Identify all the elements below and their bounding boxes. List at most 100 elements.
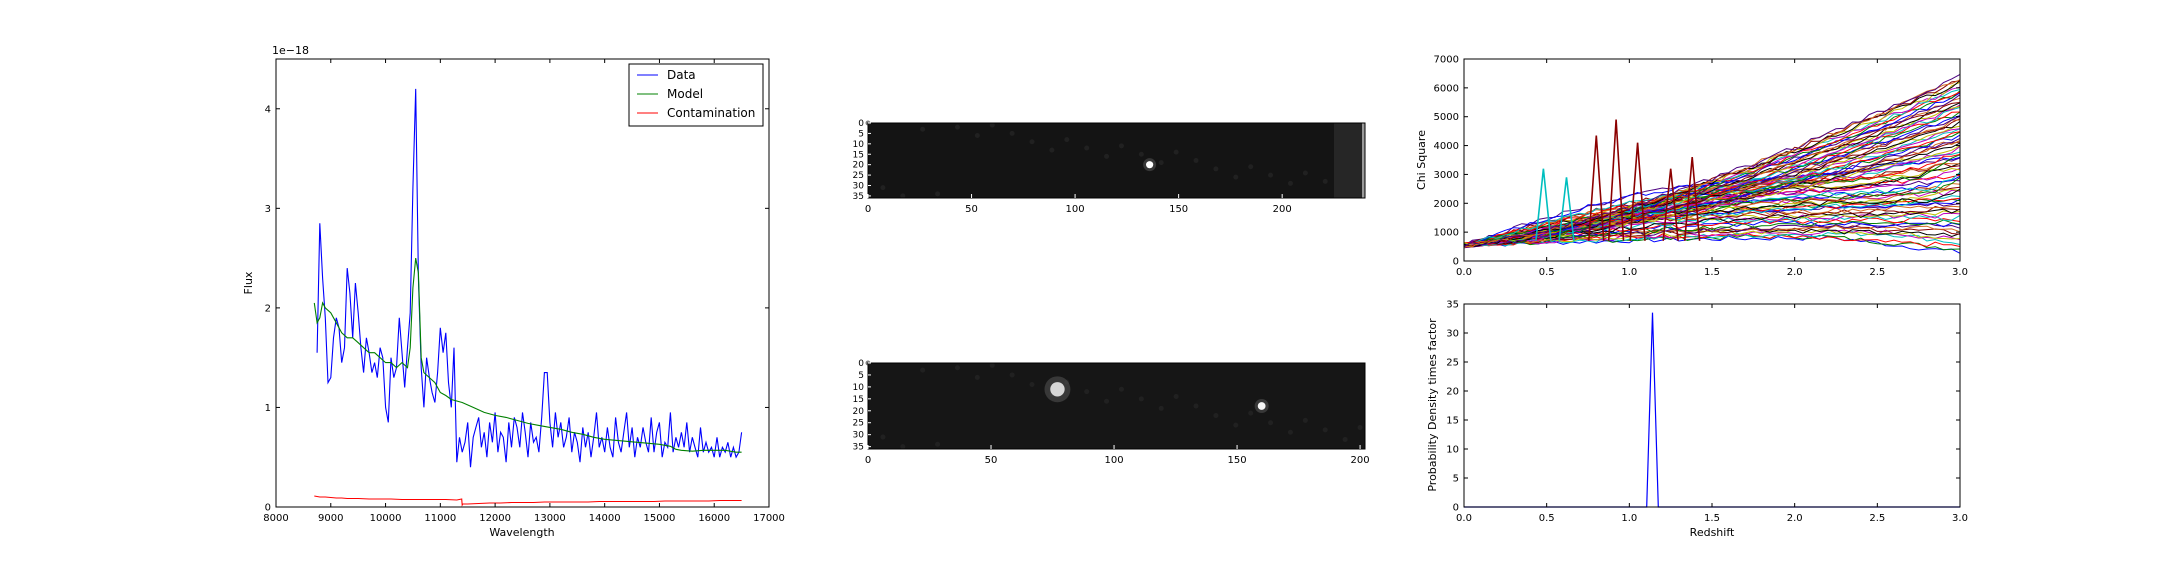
redshift-pdf-y-tick-label: 25 [1446,358,1459,369]
image-2-features [865,360,1363,450]
image-2-noise-blob [1342,436,1348,442]
image-2-noise-blob [1302,417,1308,423]
image-1-noise-blob [1158,160,1164,166]
image-1-noise-blob [1173,149,1179,155]
image-2-y-tick-label: 20 [853,407,865,417]
chi-square-series-line [1463,231,1961,247]
image-2-noise-blob [1322,427,1328,433]
chi-square-y-tick-label: 3000 [1434,170,1459,181]
spectrum-y-label: Flux [242,271,255,294]
image-1-noise-blob [935,191,941,197]
image-1-noise-blob [974,133,980,138]
image-2-source [1257,402,1266,410]
spectrum-legend: Data Model Contamination [628,63,764,127]
image-1-noise-blob [1084,145,1090,151]
spectrum-x-tick-label: 12000 [479,513,511,524]
image-2-noise-blob [1158,405,1164,411]
spectrum-y-tick-label: 2 [265,303,271,314]
image-2-noise-blob [900,444,906,450]
image-1-x-ticks: 0 50 100 150 200 [865,194,1292,215]
image-1-noise-blob [1268,172,1274,178]
image-2-noise-blob [1009,372,1015,378]
image-1-y-tick-label: 20 [853,161,865,171]
image-2-noise-blob [935,441,941,447]
image-2-frame [867,362,1366,450]
model-series-line [313,258,742,453]
chi-square-x-ticks: 0.0 0.5 1.0 1.5 2.0 2.5 3.0 [1456,59,1968,278]
image-1-x-tick-label: 50 [965,204,978,215]
image-1-noise-blob [1009,130,1015,136]
image-2-y-tick-label: 25 [853,419,864,429]
image-2-noise-blob [1287,429,1293,435]
spectrum-x-tick-label: 8000 [263,513,288,524]
image-1-noise-blob [1118,143,1124,149]
spectrum-x-tick-label: 17000 [753,513,785,524]
chi-square-peak-line [1588,135,1605,241]
image-1-noise-blob [1213,166,1219,172]
image-1-y-tick-label: 15 [853,150,864,160]
chi-square-y-tick-label: 2000 [1434,199,1459,210]
spectrum-offset-label: 1e−18 [272,44,309,57]
image-1-y-tick-label: 0 [858,119,864,129]
chi-square-series-line [1463,128,1961,248]
image-1-noise-blob [1049,147,1055,153]
spectrum-x-tick-label: 15000 [644,513,676,524]
image-2-noise-blob [880,434,886,440]
image-1-noise-blob [1064,137,1070,143]
image-1-edge-band [1333,123,1365,198]
chi-square-x-tick-label: 2.5 [1869,267,1885,278]
chi-square-peak-line [1607,119,1625,241]
spectrum-x-tick-label: 14000 [589,513,621,524]
chi-square-peak-line [1535,168,1552,241]
chi-square-peak-line [1683,157,1701,241]
chi-square-panel: 0.0 0.5 1.0 1.5 2.0 2.5 3.0 0 1000 2000 3000 4000 5… [1415,55,1968,279]
image-2-noise-blob [1104,398,1110,404]
image-2-noise-blob [1029,382,1035,387]
image-1-x-tick-label: 200 [1273,204,1292,215]
chi-square-y-tick-label: 6000 [1434,83,1459,94]
redshift-pdf-x-tick-label: 0.0 [1456,513,1472,524]
legend-model-label: Model [667,87,703,101]
image-1-noise-blob [1287,180,1293,186]
image-1-y-tick-label: 5 [858,129,864,139]
redshift-pdf-x-label: Redshift [1690,526,1735,539]
image-2-noise-blob [974,374,980,380]
chi-square-series-line [1463,142,1961,245]
chi-square-y-label: Chi Square [1415,130,1428,190]
spectrum-axes-frame [275,58,770,508]
image-1-noise-blob [1138,151,1144,157]
image-1-noise-blob [1248,164,1254,170]
image-1-noise-blob [954,124,960,130]
image-2-noise-blob [1233,422,1239,428]
image-2-noise-blob [920,367,926,373]
image-2-y-ticks: 0 5 10 15 20 25 30 35 [853,359,871,453]
image-1-noise-blob [920,126,926,132]
image-2-background [868,363,1365,449]
image-1-y-tick-label: 25 [853,171,864,181]
chi-square-x-tick-label: 1.0 [1621,267,1637,278]
image-2-noise-blob [1173,393,1179,399]
redshift-pdf-x-tick-label: 1.5 [1704,513,1720,524]
spectrum-x-tick-label: 13000 [534,513,566,524]
image-2-source [1050,382,1065,397]
image-2-y-tick-label: 5 [858,371,864,381]
chi-square-x-tick-label: 1.5 [1704,267,1720,278]
image-1-noise-blob [989,122,995,128]
chi-square-y-tick-label: 5000 [1434,112,1459,123]
image-1-noise-blob [1193,158,1199,163]
redshift-pdf-y-tick-label: 5 [1453,474,1459,485]
image-2-y-tick-label: 15 [853,395,864,405]
redshift-pdf-x-tick-label: 0.5 [1539,513,1555,524]
image-2-x-tick-label: 0 [865,455,871,466]
image-1-noise-blob [900,193,906,199]
image-2-noise-blob [1138,396,1144,402]
image-1-frame [867,122,1366,199]
image-panel-2: 0 50 100 150 200 0 5 10 15 20 25 30 35 [853,359,1370,466]
image-2-noise-blob [1213,413,1219,419]
image-2-y-tick-label: 35 [853,443,864,453]
redshift-pdf-x-tick-label: 2.5 [1869,513,1885,524]
redshift-pdf-y-tick-label: 20 [1446,387,1459,398]
